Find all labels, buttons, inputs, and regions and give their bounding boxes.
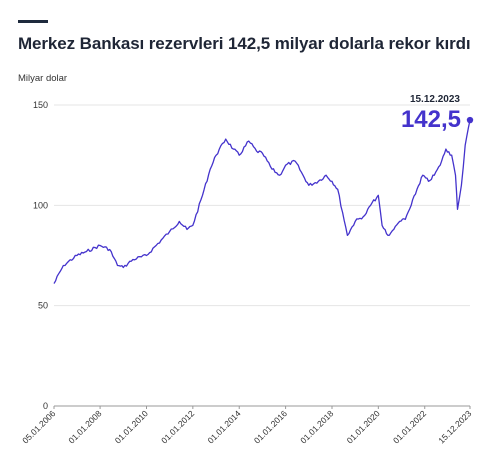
y-tick-label: 100 [33,200,48,210]
y-tick-label: 0 [43,401,48,411]
grid-lines [54,104,470,407]
x-tick-label: 01.01.2014 [205,408,242,445]
x-tick-label: 05.01.2006 [20,408,57,445]
x-tick-label: 01.01.2018 [298,408,335,445]
y-tick-label: 50 [38,301,48,311]
y-tick-labels: 0 50 100 150 [33,100,48,411]
x-tick-label: 15.12.2023 [436,408,473,445]
y-tick-label: 150 [33,100,48,110]
reserves-line [53,119,471,284]
page-title: Merkez Bankası rezervleri 142,5 milyar d… [18,34,471,53]
x-tick-labels: 05.01.2006 01.01.2008 01.01.2010 01.01.2012… [20,406,474,445]
x-tick-label: 01.01.2012 [159,408,196,445]
header-rule [18,20,48,23]
annotation-date: 15.12.2023 [410,94,460,105]
latest-value-marker [466,116,474,124]
x-tick-label: 01.01.2008 [66,408,103,445]
y-axis-label: Milyar dolar [18,73,68,84]
x-tick-label: 01.01.2016 [252,408,289,445]
x-tick-label: 01.01.2022 [391,408,428,445]
annotation-value: 142,5 [401,106,461,133]
x-tick-label: 01.01.2010 [113,408,150,445]
x-tick-label: 01.01.2020 [345,408,382,445]
